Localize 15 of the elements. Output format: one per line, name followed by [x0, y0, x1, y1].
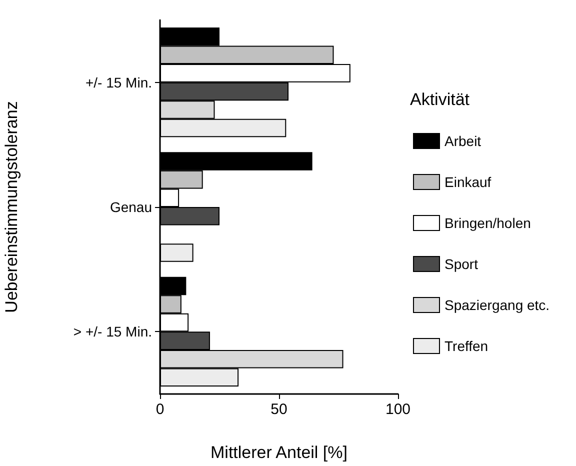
legend-label: Einkauf [444, 174, 492, 190]
legend-title: Aktivität [410, 90, 470, 109]
y-axis-title: Uebereinstimmungstoleranz [2, 101, 21, 313]
x-tick-label: 0 [156, 401, 164, 418]
legend-label: Spaziergang etc. [444, 297, 550, 313]
legend-label: Treffen [444, 338, 488, 354]
y-tick-label: +/- 15 Min. [85, 74, 152, 90]
legend-label: Arbeit [444, 133, 482, 149]
x-axis-title: Mittlerer Anteil [%] [210, 443, 348, 462]
legend-label: Sport [444, 256, 478, 272]
x-tick-label: 100 [385, 401, 411, 418]
legend-label: Bringen/holen [444, 215, 531, 231]
y-tick-label: > +/- 15 Min. [73, 324, 152, 340]
x-tick-label: 50 [270, 401, 288, 418]
y-tick-label: Genau [110, 199, 152, 215]
